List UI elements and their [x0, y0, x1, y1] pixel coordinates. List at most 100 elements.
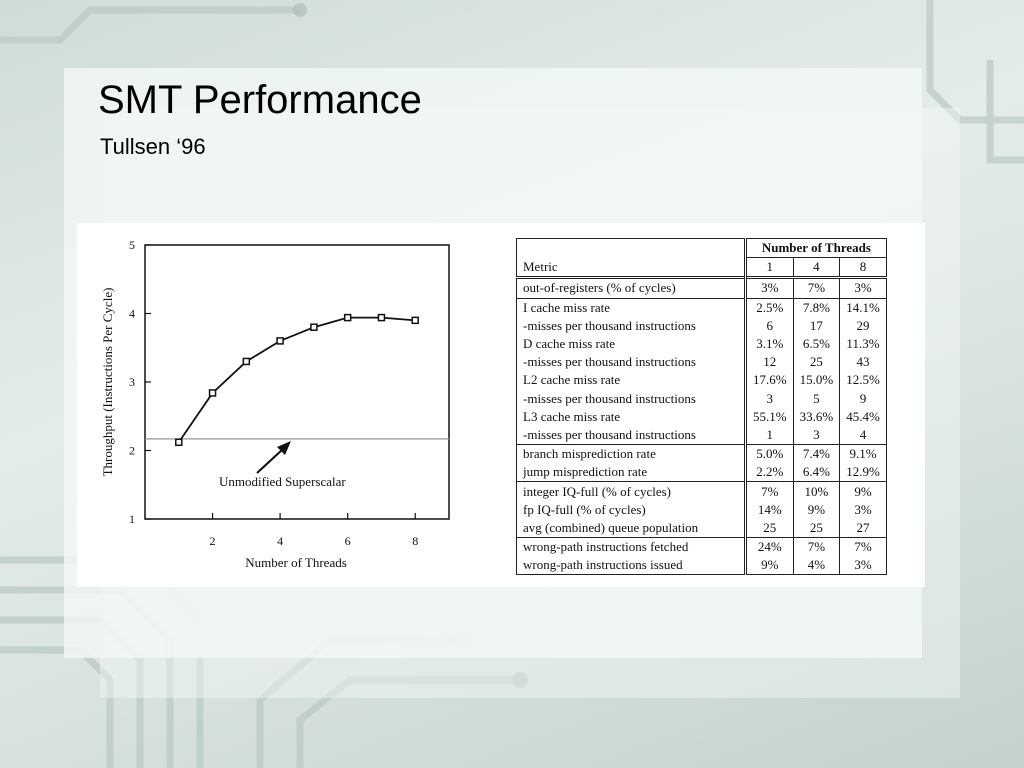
metric-value: 7%: [792, 276, 840, 299]
metric-value: 9.1%: [839, 444, 887, 464]
metric-value: 6: [744, 316, 794, 335]
metric-value: 45.4%: [839, 407, 887, 426]
metric-value: 33.6%: [792, 407, 840, 426]
metric-value: 4: [839, 425, 887, 445]
metric-value: 9: [839, 389, 887, 408]
metric-value: 17: [792, 316, 840, 335]
annotation-arrow: [256, 448, 284, 474]
metric-value: 7%: [792, 537, 840, 557]
table-row: D cache miss rate 3.1% 6.5% 11.3%: [517, 334, 887, 354]
metric-value: 17.6%: [744, 371, 794, 390]
table-row: I cache miss rate 2.5% 7.8% 14.1%: [516, 297, 887, 317]
metric-value: 7%: [744, 481, 794, 501]
metric-value: 11.3%: [839, 334, 887, 354]
metric-name: branch misprediction rate: [516, 444, 746, 464]
slide-subtitle: Tullsen ‘96: [100, 134, 206, 159]
metric-value: 15.0%: [792, 371, 840, 390]
data-point: [276, 337, 284, 345]
data-point: [208, 389, 217, 397]
metric-name: wrong-path instructions issued: [523, 557, 683, 573]
metric-value: 5: [792, 389, 840, 408]
metrics-table: Number of Threads Metric 1 4 8 out-of-re…: [516, 238, 887, 576]
metric-name: integer IQ-full (% of cycles): [516, 481, 746, 501]
metric-value: 7.4%: [792, 444, 840, 464]
metric-value: 55.1%: [744, 407, 794, 426]
table-row: -misses per thousand instructions 12 25 43: [517, 353, 887, 372]
metric-value: 14.1%: [839, 297, 887, 317]
table-row: fp IQ-full (% of cycles) 14% 9% 3%: [517, 500, 887, 519]
data-point: [343, 313, 352, 322]
metric-value: 2.2%: [744, 463, 794, 482]
metric-value: 3: [792, 425, 840, 445]
y-tick-label: 1: [129, 512, 135, 526]
metric-value: 1: [744, 425, 794, 445]
table-row: -misses per thousand instructions 1 3 4: [517, 425, 887, 445]
metric-value: 25: [792, 518, 840, 538]
metric-value: 3.1%: [744, 334, 794, 354]
metric-value: 25: [744, 518, 794, 538]
metric-value: 9%: [839, 481, 887, 501]
metric-name: fp IQ-full (% of cycles): [523, 501, 646, 517]
x-tick-label: 4: [277, 534, 283, 548]
metric-name: wrong-path instructions fetched: [516, 537, 746, 557]
metric-value: 3%: [839, 556, 887, 575]
reference-line-label: Unmodified Superscalar: [219, 474, 346, 489]
metric-value: 3%: [839, 500, 887, 519]
data-point: [377, 313, 386, 322]
data-point: [310, 323, 318, 331]
metric-name: L2 cache miss rate: [523, 372, 621, 388]
metric-value: 7.8%: [792, 297, 840, 317]
metric-value: 10%: [792, 481, 840, 501]
y-tick-label: 5: [129, 238, 135, 252]
metric-value: 3: [744, 389, 794, 408]
table-row: integer IQ-full (% of cycles) 7% 10% 9%: [516, 481, 887, 501]
table-header-blank: [517, 239, 746, 258]
metric-name: -misses per thousand instructions: [523, 354, 696, 370]
table-row: -misses per thousand instructions 3 5 9: [517, 389, 887, 408]
metric-name: D cache miss rate: [523, 336, 616, 352]
metric-name: jump misprediction rate: [523, 464, 648, 480]
table-row: -misses per thousand instructions 6 17 29: [517, 316, 887, 335]
slide-title: SMT Performance: [98, 78, 422, 122]
table-row: avg (combined) queue population 25 25 27: [517, 518, 887, 538]
metric-value: 12.9%: [839, 463, 887, 482]
y-tick-label: 2: [129, 444, 135, 458]
table-row: branch misprediction rate 5.0% 7.4% 9.1%: [516, 444, 887, 464]
metric-name: -misses per thousand instructions: [523, 390, 696, 406]
metric-value: 24%: [744, 537, 794, 557]
thread-group-header: Number of Threads: [744, 238, 887, 259]
x-tick-label: 2: [210, 534, 216, 548]
y-tick-label: 4: [129, 307, 135, 321]
table-row: out-of-registers (% of cycles) 3% 7% 3%: [516, 276, 887, 299]
y-axis-label: Throughput (Instructions Per Cycle): [100, 288, 115, 477]
table-row: wrong-path instructions issued 9% 4% 3%: [517, 556, 887, 575]
table-row: wrong-path instructions fetched 24% 7% 7%: [516, 537, 887, 557]
metric-value: 2.5%: [744, 297, 794, 317]
metric-name: avg (combined) queue population: [523, 519, 699, 535]
table-row: L3 cache miss rate 55.1% 33.6% 45.4%: [517, 407, 887, 426]
metric-value: 5.0%: [744, 444, 794, 464]
metric-name: out-of-registers (% of cycles): [516, 276, 746, 299]
series-line: [178, 316, 416, 443]
metric-name: I cache miss rate: [516, 297, 746, 317]
x-tick-label: 6: [345, 534, 351, 548]
metric-name: -misses per thousand instructions: [523, 426, 696, 442]
metric-name: -misses per thousand instructions: [523, 317, 696, 333]
x-axis-label: Number of Threads: [245, 555, 347, 570]
metric-value: 6.4%: [792, 463, 840, 482]
metric-value: 12: [744, 353, 794, 372]
metric-value: 25: [792, 353, 840, 372]
thread-col-header: 8: [839, 257, 887, 278]
metric-name: L3 cache miss rate: [523, 408, 621, 424]
metric-header: Metric: [523, 259, 558, 275]
annotation-arrowhead: [277, 441, 291, 455]
metric-value: 29: [839, 316, 887, 335]
metric-value: 4%: [792, 556, 840, 575]
data-point: [242, 357, 251, 366]
table-row: L2 cache miss rate 17.6% 15.0% 12.5%: [517, 371, 887, 390]
table-row: jump misprediction rate 2.2% 6.4% 12.9%: [517, 463, 887, 482]
x-tick-label: 8: [412, 534, 418, 548]
metric-value: 9%: [744, 556, 794, 575]
